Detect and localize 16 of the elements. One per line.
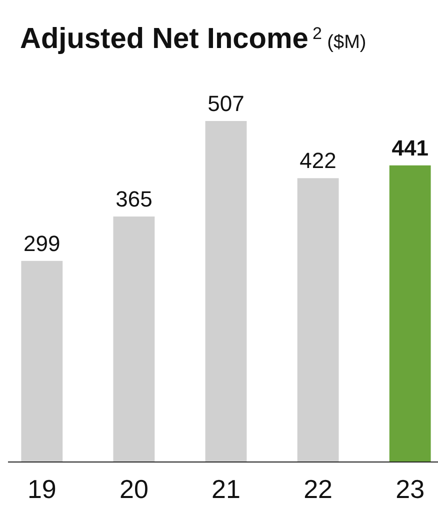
bar [389, 165, 431, 462]
x-tick-label: 23 [396, 474, 425, 504]
bar [21, 260, 63, 462]
data-label: 441 [392, 135, 428, 160]
bar [297, 178, 339, 462]
data-label: 365 [116, 186, 152, 212]
bar [205, 121, 247, 462]
x-tick-label: 19 [27, 474, 56, 504]
data-label: 299 [24, 230, 60, 256]
x-tick-label: 21 [212, 474, 240, 504]
data-label: 422 [300, 148, 336, 174]
x-tick-label: 20 [119, 474, 148, 504]
x-tick-label: 22 [304, 474, 333, 504]
chart-title: Adjusted Net Income$^{2}$ ($M) [20, 23, 366, 55]
data-label: 507 [208, 91, 244, 116]
bar [113, 216, 155, 462]
